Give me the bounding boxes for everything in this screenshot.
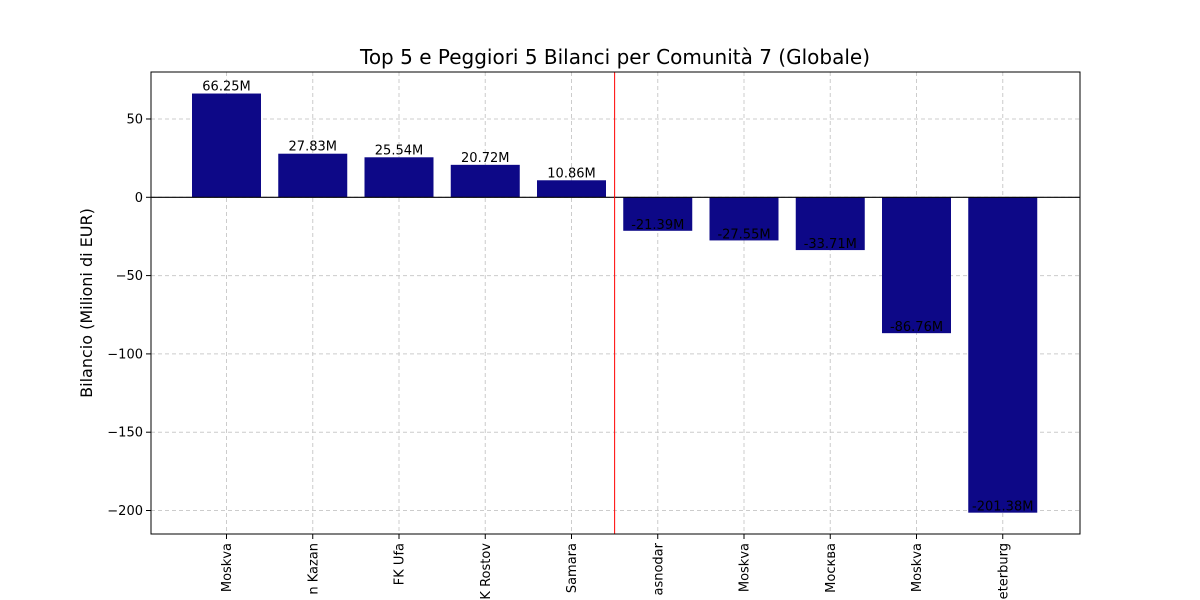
bar	[192, 93, 261, 198]
y-tick-label: −200	[107, 504, 143, 519]
bar-value-label: -21.39M	[631, 218, 684, 233]
x-tick-label: K Rostov	[479, 543, 494, 600]
bars	[192, 93, 1038, 513]
y-tick-label: 0	[135, 191, 143, 206]
y-tick-label: −100	[107, 347, 143, 362]
bar	[795, 197, 865, 251]
bar	[278, 153, 348, 198]
x-axis: Moskva n Kazan FK Ufa K Rostov Samara asnodar…	[220, 534, 1011, 600]
bar	[537, 180, 606, 198]
y-axis-label: Bilancio (Milioni di EUR)	[77, 208, 96, 398]
y-tick-label: −50	[116, 269, 143, 284]
bar	[882, 197, 951, 334]
x-tick-label: FK Ufa	[393, 543, 408, 585]
bar-labels: 66.25M 27.83M 25.54M 20.72M 10.86M -21.39M -27…	[202, 80, 1033, 515]
reference-lines	[151, 72, 1080, 534]
bar-value-label: -27.55M	[717, 227, 770, 242]
y-tick-label: 50	[126, 112, 143, 127]
x-tick-label: Moskva	[738, 543, 753, 592]
y-axis: 50 0 −50 −100 −150 −200	[107, 112, 151, 519]
bar	[450, 164, 520, 198]
bar-value-label: 20.72M	[461, 151, 509, 166]
plot-frame	[150, 71, 1081, 535]
x-tick-label: Moskva	[220, 543, 235, 592]
bar-value-label: -86.76M	[890, 320, 943, 335]
bar-value-label: 25.54M	[375, 143, 423, 158]
bar	[623, 197, 693, 231]
chart-title: Top 5 e Peggiori 5 Bilanci per Comunità …	[359, 45, 870, 69]
bar	[709, 197, 779, 241]
bar-value-label: 27.83M	[289, 140, 337, 155]
bar-value-label: 66.25M	[202, 80, 250, 95]
x-tick-label: Samara	[565, 543, 580, 593]
bar	[364, 157, 434, 198]
x-tick-label: n Kazan	[306, 543, 321, 595]
x-tick-label: Moskva	[910, 543, 925, 592]
bar-value-label: -201.38M	[972, 500, 1033, 515]
y-tick-label: −150	[107, 426, 143, 441]
bar	[968, 197, 1038, 513]
x-tick-label: asnodar	[651, 542, 666, 595]
x-tick-label: Москва	[824, 543, 839, 593]
bar-value-label: 10.86M	[547, 166, 595, 181]
x-tick-label: eterburg	[996, 543, 1011, 599]
bar-value-label: -33.71M	[804, 237, 857, 252]
